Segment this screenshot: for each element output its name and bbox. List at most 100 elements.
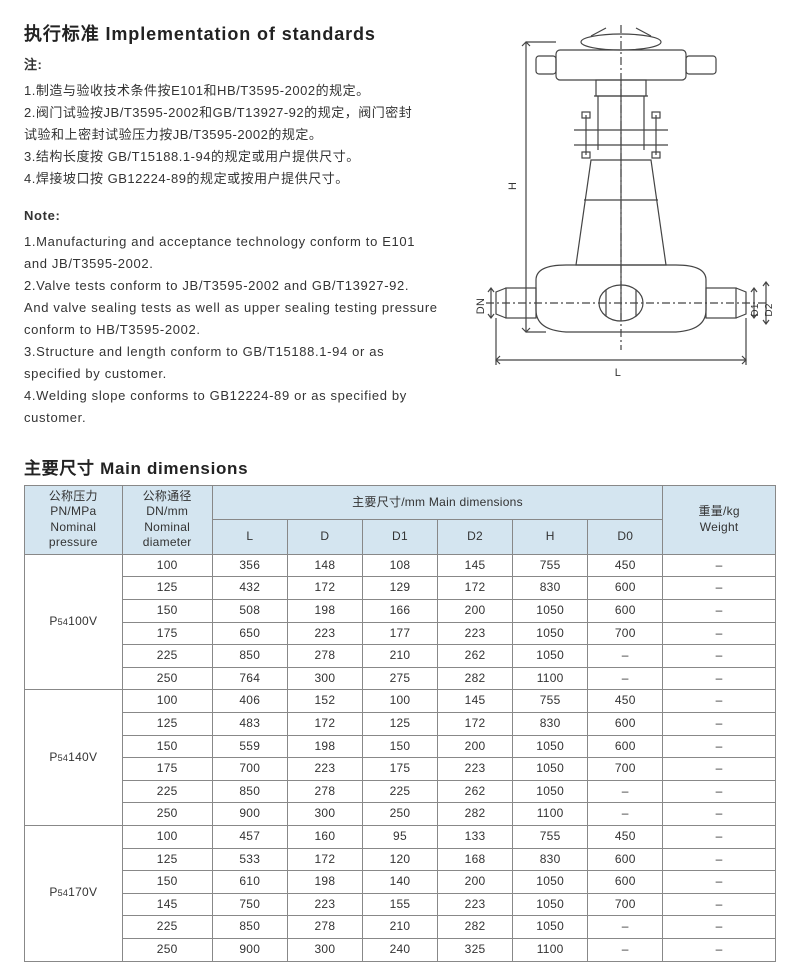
cell: 129: [362, 577, 437, 600]
table-row: 2507643002752821100––: [25, 667, 776, 690]
cell: 100: [122, 690, 212, 713]
cell: 1050: [513, 780, 588, 803]
cell: 125: [122, 713, 212, 736]
cell: 175: [122, 622, 212, 645]
en-note-line: 3.Structure and length conform to GB/T15…: [24, 341, 456, 363]
cell: 1050: [513, 871, 588, 894]
table-row: P54100V100356148108145755450–: [25, 554, 776, 577]
chinese-notes: 注: 1.制造与验收技术条件按E101和HB/T3595-2002的规定。2.阀…: [24, 54, 456, 191]
cell: 600: [588, 600, 663, 623]
cell: 177: [362, 622, 437, 645]
cell: 200: [438, 871, 513, 894]
cell: 172: [287, 577, 362, 600]
cell: 223: [438, 758, 513, 781]
cell: 450: [588, 690, 663, 713]
cell: 278: [287, 780, 362, 803]
en-note-label: Note:: [24, 205, 456, 227]
cell: 850: [212, 645, 287, 668]
cell: 508: [212, 600, 287, 623]
cell: 600: [588, 848, 663, 871]
en-note-line: and JB/T3595-2002.: [24, 253, 456, 275]
cell: 150: [122, 600, 212, 623]
cell: 250: [122, 803, 212, 826]
cell: 850: [212, 780, 287, 803]
cell: –: [663, 690, 776, 713]
cell: 225: [122, 780, 212, 803]
cell: 172: [287, 848, 362, 871]
en-note-line: specified by customer.: [24, 363, 456, 385]
cell: 120: [362, 848, 437, 871]
cell: 1050: [513, 600, 588, 623]
cn-note-line: 1.制造与验收技术条件按E101和HB/T3595-2002的规定。: [24, 80, 456, 102]
cell: 559: [212, 735, 287, 758]
cell: 145: [122, 893, 212, 916]
cell: 282: [438, 916, 513, 939]
cell: 140: [362, 871, 437, 894]
cell: 125: [362, 713, 437, 736]
cell: 1100: [513, 803, 588, 826]
cell: 282: [438, 803, 513, 826]
cell: 1050: [513, 916, 588, 939]
cell: 850: [212, 916, 287, 939]
th-subcol: D0: [588, 520, 663, 555]
cell: 1100: [513, 667, 588, 690]
cell: 150: [122, 871, 212, 894]
cell: 300: [287, 938, 362, 961]
th-weight: 重量/kgWeight: [663, 485, 776, 554]
table-row: 2258502782102621050––: [25, 645, 776, 668]
en-note-line: 4.Welding slope conforms to GB12224-89 o…: [24, 385, 456, 407]
cell: 356: [212, 554, 287, 577]
cell: 223: [438, 622, 513, 645]
cell: 600: [588, 577, 663, 600]
cell: 108: [362, 554, 437, 577]
cell: 700: [588, 622, 663, 645]
section-title: 执行标准 Implementation of standards: [24, 20, 456, 46]
cell: 155: [362, 893, 437, 916]
cell: 300: [287, 803, 362, 826]
cell: 200: [438, 600, 513, 623]
cell: 250: [122, 667, 212, 690]
cell: 152: [287, 690, 362, 713]
cell: 210: [362, 645, 437, 668]
cell: 168: [438, 848, 513, 871]
cell: 1050: [513, 735, 588, 758]
table-title: 主要尺寸 Main dimensions: [24, 454, 776, 479]
cell: 700: [212, 758, 287, 781]
cell: 172: [438, 713, 513, 736]
cell: 764: [212, 667, 287, 690]
cell: –: [663, 735, 776, 758]
cell: 450: [588, 554, 663, 577]
cell: 198: [287, 735, 362, 758]
cell: –: [663, 893, 776, 916]
table-row: 1756502231772231050700–: [25, 622, 776, 645]
dim-label-h: H: [507, 182, 519, 190]
cn-note-line: 试验和上密封试验压力按JB/T3595-2002的规定。: [24, 124, 456, 146]
cell: 100: [122, 554, 212, 577]
english-notes: Note: 1.Manufacturing and acceptance tec…: [24, 205, 456, 430]
dim-label-dn: DN: [476, 298, 487, 314]
cell: 282: [438, 667, 513, 690]
cell: 223: [287, 893, 362, 916]
cell: –: [588, 645, 663, 668]
cell: 755: [513, 826, 588, 849]
standards-text: 执行标准 Implementation of standards 注: 1.制造…: [24, 20, 456, 430]
cell: –: [663, 577, 776, 600]
cell: 432: [212, 577, 287, 600]
cell: 175: [122, 758, 212, 781]
table-row: 1506101981402001050600–: [25, 871, 776, 894]
cell: 133: [438, 826, 513, 849]
cell: 172: [438, 577, 513, 600]
valve-diagram: H L DN D1 D2: [476, 20, 776, 430]
cell: 125: [122, 848, 212, 871]
cell: –: [663, 871, 776, 894]
table-row: 125483172125172830600–: [25, 713, 776, 736]
en-note-line: customer.: [24, 407, 456, 429]
dimensions-table: 公称压力PN/MPaNominalpressure 公称通径DN/mmNomin…: [24, 485, 776, 962]
cell: –: [663, 826, 776, 849]
cell: 145: [438, 554, 513, 577]
cell: –: [588, 667, 663, 690]
cell: 240: [362, 938, 437, 961]
th-pressure: 公称压力PN/MPaNominalpressure: [25, 485, 123, 554]
th-subcol: D1: [362, 520, 437, 555]
cell: –: [663, 600, 776, 623]
